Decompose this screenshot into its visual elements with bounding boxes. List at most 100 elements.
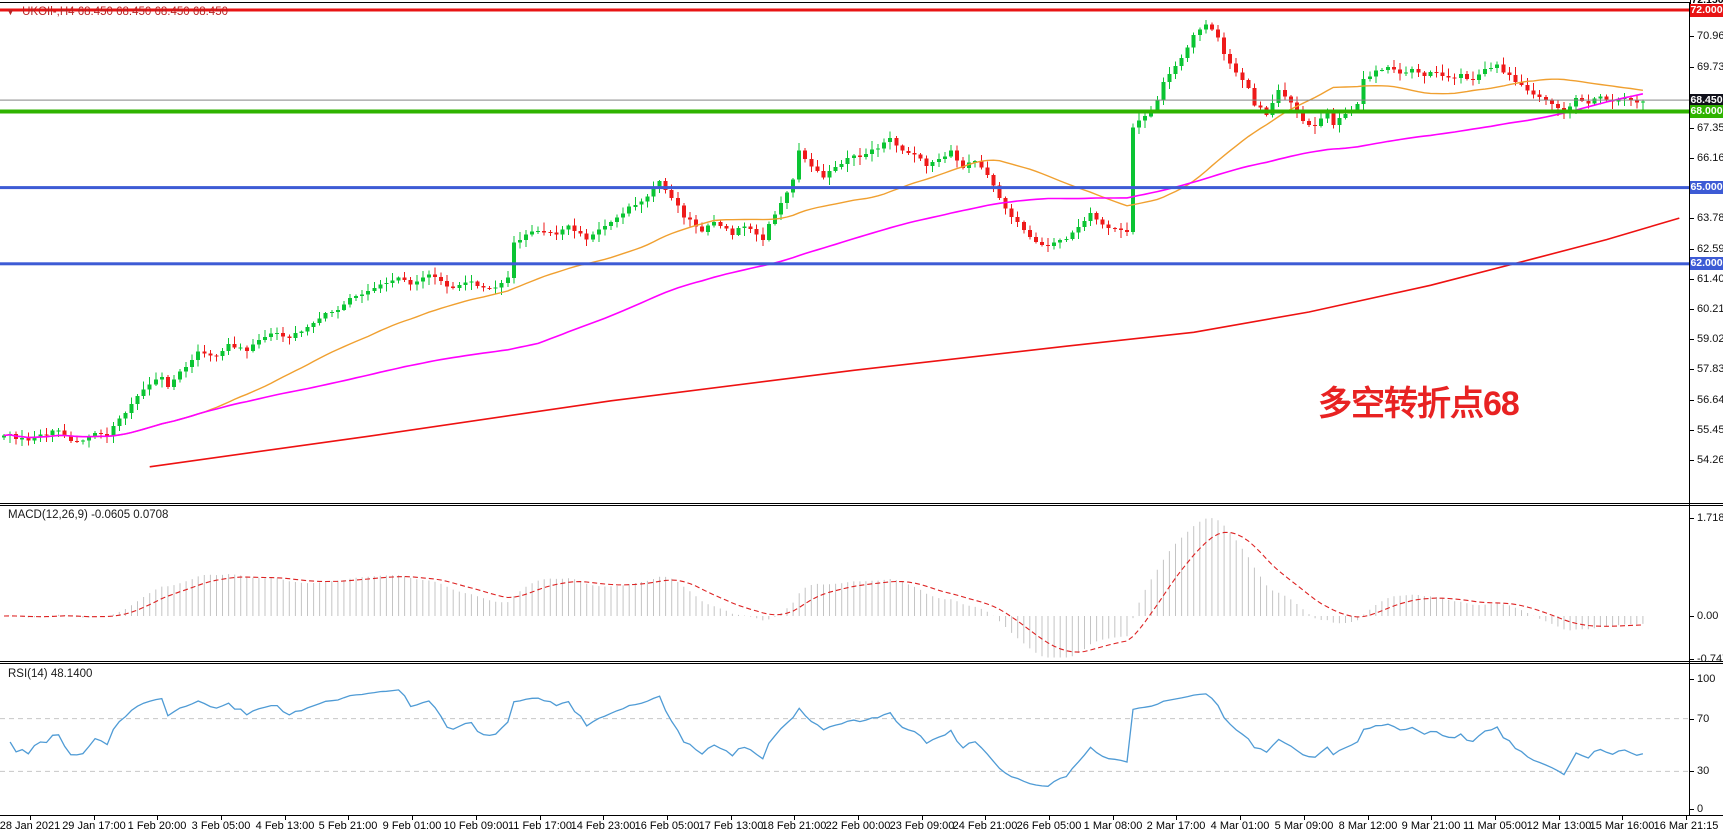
price-tick-mark [1689,36,1694,37]
time-tick-mark [667,815,668,820]
rsi-tick-label: 30 [1697,765,1710,777]
time-tick-mark [221,815,222,820]
time-tick-mark [1622,815,1623,820]
price-tick-mark [1689,460,1694,461]
horizontal-line-65.000[interactable] [0,186,1689,190]
time-axis-label: 10 Feb 09:00 [443,820,509,832]
price-tick-label: 57.835 [1697,363,1723,375]
time-axis-label: 5 Mar 09:00 [1274,820,1334,832]
time-axis-label: 1 Mar 08:00 [1083,820,1143,832]
time-axis-label: 5 Feb 21:00 [318,820,378,832]
time-axis-label: 12 Mar 13:00 [1526,820,1592,832]
time-tick-mark [285,815,286,820]
time-axis-label: 26 Feb 05:00 [1016,820,1082,832]
price-tick-label: 62.595 [1697,243,1723,255]
macd-indicator-label: MACD(12,26,9) -0.0605 0.0708 [8,509,169,521]
time-tick-mark [1431,815,1432,820]
ma-fast-line [3,78,1644,439]
time-axis-label: 17 Feb 13:00 [698,820,764,832]
price-tick-label: 54.265 [1697,454,1723,466]
time-axis-label: 18 Feb 21:00 [761,820,827,832]
time-tick-mark [985,815,986,820]
horizontal-line-72.000[interactable] [0,8,1689,12]
long-trend-line[interactable] [149,217,1680,468]
rsi-tick-mark [1689,719,1694,720]
price-tick-mark [1689,67,1694,68]
time-axis-label: 4 Mar 01:00 [1210,820,1270,832]
window-top-border [0,2,1723,3]
time-tick-mark [540,815,541,820]
price-tick-mark [1689,279,1694,280]
horizontal-line-62.000[interactable] [0,262,1689,266]
price-tick-label: 67.355 [1697,122,1723,134]
time-axis-label: 14 Feb 23:00 [570,820,636,832]
macd-panel-bottom-border [0,661,1723,662]
price-tick-mark [1689,249,1694,250]
rsi-panel-top-border [0,663,1723,664]
time-axis-label: 23 Feb 09:00 [889,820,955,832]
price-line-label-65.000: 65.000 [1690,181,1723,194]
symbol-ohlc-text: UKOIl-,H4 68.450 68.450 68.450 68.450 [22,6,228,18]
price-tick-label: 61.405 [1697,273,1723,285]
rsi-tick-label: 0 [1697,803,1704,815]
macd-histogram [9,518,1644,658]
time-tick-mark [1176,815,1177,820]
rsi-tick-mark [1689,809,1694,810]
price-tick-mark [1689,158,1694,159]
price-line-label-68.000: 68.000 [1690,105,1723,118]
price-tick-label: 55.455 [1697,424,1723,436]
symbol-dropdown-icon[interactable]: ▼ [6,7,15,17]
time-tick-mark [1049,815,1050,820]
time-axis-label: 9 Mar 21:00 [1401,820,1461,832]
price-tick-mark [1689,400,1694,401]
time-tick-mark [1686,815,1687,820]
time-axis-label: 11 Mar 05:00 [1462,820,1528,832]
rsi-tick-mark [1689,679,1694,680]
ma-slow-line [3,93,1644,439]
rsi-tick-label: 70 [1697,713,1710,725]
time-axis-label: 1 Feb 20:00 [127,820,187,832]
time-tick-mark [476,815,477,820]
time-tick-mark [30,815,31,820]
time-tick-mark [1240,815,1241,820]
time-tick-mark [858,815,859,820]
time-tick-mark [1113,815,1114,820]
time-axis-label: 3 Feb 05:00 [191,820,251,832]
time-axis-label: 22 Feb 00:00 [825,820,891,832]
macd-tick-mark [1689,518,1694,519]
price-tick-label: 70.960 [1697,30,1723,42]
horizontal-line-68.450[interactable] [0,99,1689,101]
price-tick-mark [1689,339,1694,340]
time-axis-label: 15 Mar 16:00 [1589,820,1655,832]
time-tick-mark [731,815,732,820]
price-tick-label: 60.215 [1697,303,1723,315]
horizontal-line-68.000[interactable] [0,109,1689,114]
time-tick-mark [94,815,95,820]
time-axis-label: 16 Mar 21:15 [1653,820,1719,832]
annotation-text[interactable]: 多空转折点68 [1318,385,1520,423]
price-tick-label: 59.025 [1697,333,1723,345]
time-axis-label: 24 Feb 21:00 [952,820,1018,832]
price-tick-label: 69.735 [1697,61,1723,73]
time-tick-mark [794,815,795,820]
price-line-label-68.450: 68.450 [1690,94,1723,107]
price-tick-mark [1689,218,1694,219]
time-tick-mark [603,815,604,820]
time-axis-label: 4 Feb 13:00 [255,820,315,832]
time-axis-label: 16 Feb 05:00 [634,820,700,832]
rsi-panel-bottom-border [0,815,1723,816]
macd-tick-label: 0.00 [1697,610,1719,622]
symbol-label: ▼ UKOIl-,H4 68.450 68.450 68.450 68.450 [6,6,228,18]
macd-panel-top-border [0,505,1723,506]
time-tick-mark [922,815,923,820]
price-line-label-62.000: 62.000 [1690,257,1723,270]
rsi-indicator-label: RSI(14) 48.1400 [8,668,93,680]
macd-signal-line [3,531,1643,653]
rsi-tick-label: 100 [1697,673,1716,685]
price-tick-label: 66.165 [1697,152,1723,164]
price-tick-mark [1689,430,1694,431]
time-tick-mark [348,815,349,820]
time-tick-mark [1368,815,1369,820]
time-tick-mark [1559,815,1560,820]
